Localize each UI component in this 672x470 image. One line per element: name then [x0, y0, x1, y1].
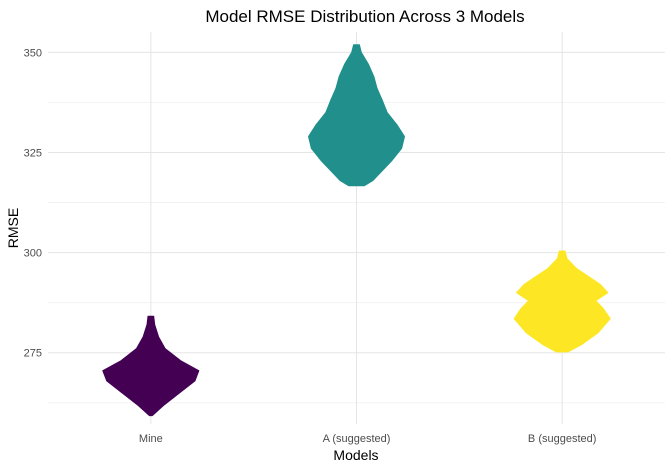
x-tick-labels: Mine A (suggested) B (suggested)	[139, 433, 596, 445]
x-tick-label: Mine	[139, 433, 163, 445]
x-axis-title: Models	[333, 447, 378, 463]
y-tick-labels: 275 300 325 350	[24, 47, 42, 359]
grid-lines	[48, 32, 665, 424]
y-axis-title: RMSE	[5, 208, 21, 248]
y-tick-label: 300	[24, 248, 42, 260]
violin-group	[102, 44, 611, 417]
y-tick-label: 350	[24, 47, 42, 59]
violin-a-suggested	[308, 44, 405, 187]
violin-mine	[102, 315, 200, 417]
y-tick-label: 275	[24, 348, 42, 360]
violin-b-suggested	[513, 250, 611, 353]
y-tick-label: 325	[24, 148, 42, 160]
chart-title: Model RMSE Distribution Across 3 Models	[205, 7, 524, 26]
x-tick-label: A (suggested)	[323, 433, 391, 445]
x-tick-label: B (suggested)	[528, 433, 596, 445]
